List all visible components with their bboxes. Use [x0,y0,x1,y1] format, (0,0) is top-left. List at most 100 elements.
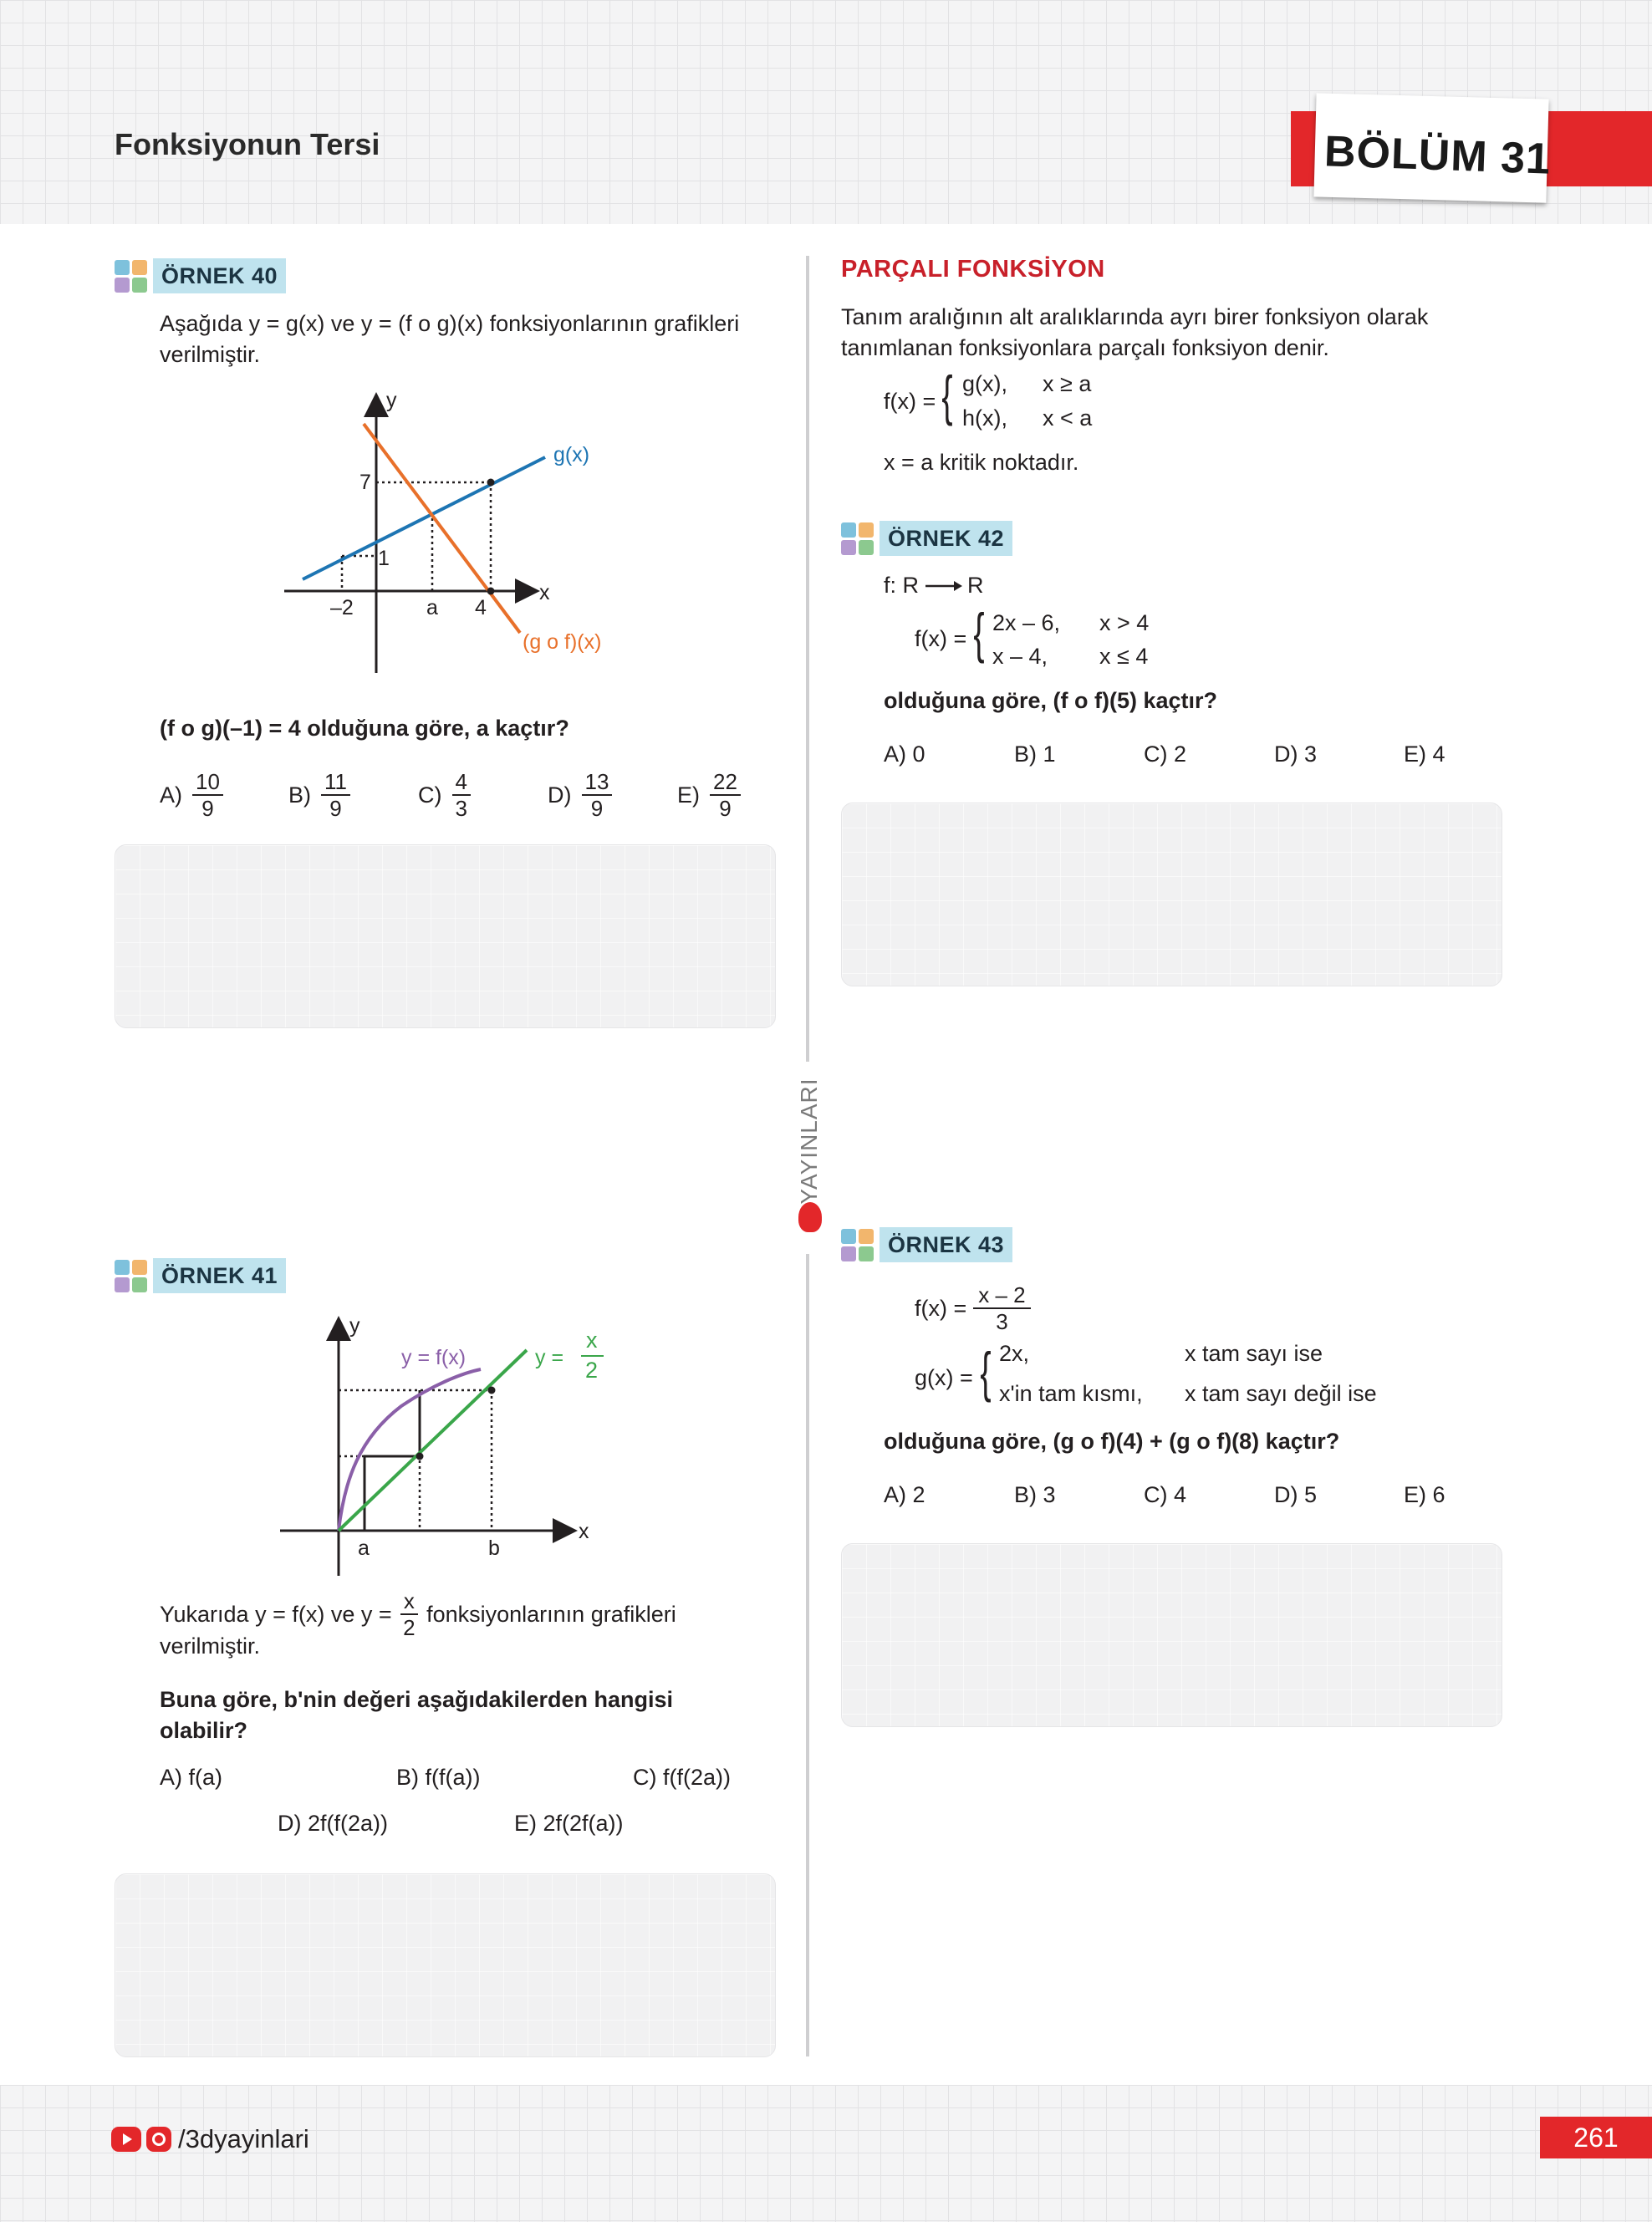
option-numerator: 11 [321,771,350,796]
option-denominator: 9 [201,796,214,821]
ornek43-case2-cond: x tam sayı değil ise [1185,1381,1377,1406]
ornek41-option-e[interactable]: E) 2f(2f(a)) [514,1811,624,1836]
parcali-case2-cond: x < a [1043,405,1093,431]
x-axis-label: x [579,1520,589,1543]
page-footer [0,2085,1652,2222]
parcali-text-line2: tanımlanan fonksiyonlara parçalı fonksiy… [841,335,1329,360]
ornek43-option-e[interactable]: E) 6 [1404,1482,1446,1507]
fraction-denominator: 2 [403,1615,416,1640]
ornek40-question: (f o g)(–1) = 4 olduğuna göre, a kaçtır? [160,716,569,741]
option-letter: B) [288,782,311,808]
option-numerator: 13 [581,771,613,796]
option-letter: A) [160,782,182,808]
ornek42-question: olduğuna göre, (f o f)(5) kaçtır? [884,688,1217,713]
ornek43-case2-expr: x'in tam kısmı, [999,1381,1143,1406]
ornek41-option-c[interactable]: C) f(f(2a)) [633,1765,731,1790]
ornek43-tag: ÖRNEK 43 [841,1227,1013,1262]
ornek40-work-area[interactable] [115,844,776,1028]
x-over-2-line [337,1348,528,1532]
ornek43-option-b[interactable]: B) 3 [1014,1482,1056,1507]
ornek42-option-e[interactable]: E) 4 [1404,742,1446,767]
gof-label: (g o f)(x) [523,630,601,654]
option-denominator: 3 [455,796,467,821]
ornek42-label: ÖRNEK 42 [880,521,1013,556]
ornek42-tag: ÖRNEK 42 [841,521,1013,556]
ornek42-work-area[interactable] [841,803,1502,986]
ornek40-label: ÖRNEK 40 [153,258,287,293]
ornek41-option-d[interactable]: D) 2f(f(2a)) [278,1811,389,1836]
ornek40-graph: y x g(x) (g o f)(x) 7 1 –2 a 4 [284,389,601,673]
fraction-numerator: x – 2 [973,1284,1031,1309]
ornek43-label: ÖRNEK 43 [880,1227,1013,1262]
ornek42-option-b[interactable]: B) 1 [1014,742,1056,767]
grid-icon [115,259,147,293]
staircase [363,1390,421,1531]
ornek42-option-a[interactable]: A) 0 [884,742,925,767]
ornek41-option-b[interactable]: B) f(f(a)) [396,1765,481,1790]
ornek43-option-d[interactable]: D) 5 [1274,1482,1318,1507]
ornek40-tag: ÖRNEK 40 [115,258,287,293]
ornek43-work-area[interactable] [841,1543,1502,1727]
brand-logo-icon [798,1202,822,1232]
tick-7: 7 [359,471,371,494]
tick-4: 4 [475,596,487,619]
youtube-icon[interactable] [111,2127,141,2152]
text-part: Yukarıda y = f(x) ve y = [160,1601,399,1627]
ornek42-fx-label: f(x) = [915,626,967,651]
ornek42-option-c[interactable]: C) 2 [1144,742,1187,767]
ornek43-case1-cond: x tam sayı ise [1185,1341,1323,1366]
ornek43-option-c[interactable]: C) 4 [1144,1482,1187,1507]
social-links[interactable]: /3dyayinlari [111,2124,309,2154]
ornek40-option-b[interactable]: B) 11 9 [288,771,350,819]
brand-gap [806,1062,813,1254]
option-denominator: 9 [329,796,342,821]
tick-a: a [358,1537,370,1560]
ornek40-option-d[interactable]: D) 13 9 [548,771,613,819]
tick-minus-2: –2 [330,596,354,619]
f-curve [337,1368,482,1531]
line-label-denominator: 2 [585,1358,598,1383]
ornek41-question-line2: olabilir? [160,1718,248,1743]
ornek42-mapping: f: R R [884,570,984,601]
ornek41-text-line2: verilmiştir. [160,1633,260,1659]
brace-icon: { [973,602,985,664]
ornek41-question-line1: Buna göre, b'nin değeri aşağıdakilerden … [160,1687,674,1712]
page-number: 261 [1540,2117,1652,2158]
option-numerator: 22 [710,771,741,796]
instagram-icon[interactable] [146,2127,171,2152]
ornek41-label: ÖRNEK 41 [153,1258,287,1293]
option-numerator: 10 [192,771,223,796]
ornek41-graph: y x y = f(x) y = x 2 a b [280,1314,604,1576]
ornek40-option-e[interactable]: E) 22 9 [677,771,741,819]
ornek42-case1-expr: 2x – 6, [992,610,1061,635]
fraction-numerator: x [400,1590,418,1615]
option-letter: D) [548,782,572,808]
option-letter: C) [418,782,442,808]
ornek41-option-a[interactable]: A) f(a) [160,1765,223,1790]
parcali-case2-expr: h(x), [962,405,1007,431]
option-denominator: 9 [719,796,732,821]
line-label-numerator: x [586,1328,598,1353]
line-label-prefix: y = [535,1346,563,1369]
ornek42-case2-cond: x ≤ 4 [1099,644,1149,669]
point-4-7 [487,478,495,487]
ornek43-question: olduğuna göre, (g o f)(4) + (g o f)(8) k… [884,1429,1340,1454]
ornek40-option-a[interactable]: A) 10 9 [160,771,223,819]
ornek43-option-a[interactable]: A) 2 [884,1482,925,1507]
point-b [487,1386,496,1394]
ornek41-work-area[interactable] [115,1873,776,2057]
option-letter: E) [677,782,700,808]
section-title: PARÇALI FONKSİYON [841,256,1105,283]
social-handle[interactable]: /3dyayinlari [178,2124,309,2153]
fx-label: f(x) = [915,1295,967,1321]
option-numerator: 4 [451,771,471,796]
mapping-domain: f: R [884,573,920,598]
brace-icon: { [941,364,953,426]
y-axis-label: y [386,389,397,412]
ornek42-case1-cond: x > 4 [1099,610,1150,635]
ornek42-option-d[interactable]: D) 3 [1274,742,1318,767]
arrow-right-icon [925,580,963,591]
